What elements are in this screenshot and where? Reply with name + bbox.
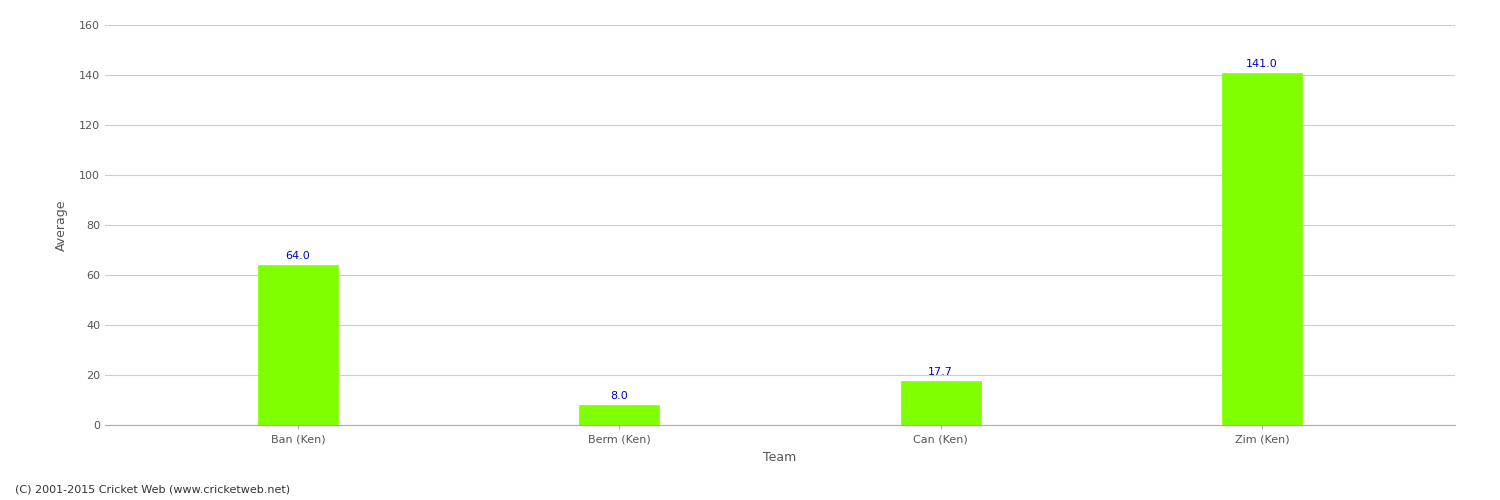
- Text: 8.0: 8.0: [610, 391, 628, 401]
- X-axis label: Team: Team: [764, 451, 796, 464]
- Bar: [1222, 72, 1302, 425]
- Bar: [258, 265, 338, 425]
- Text: 141.0: 141.0: [1246, 58, 1278, 68]
- Bar: [900, 381, 981, 425]
- Text: 64.0: 64.0: [285, 251, 310, 261]
- Text: 17.7: 17.7: [928, 367, 952, 377]
- Bar: [579, 405, 660, 425]
- Text: (C) 2001-2015 Cricket Web (www.cricketweb.net): (C) 2001-2015 Cricket Web (www.cricketwe…: [15, 485, 290, 495]
- Y-axis label: Average: Average: [56, 199, 68, 251]
